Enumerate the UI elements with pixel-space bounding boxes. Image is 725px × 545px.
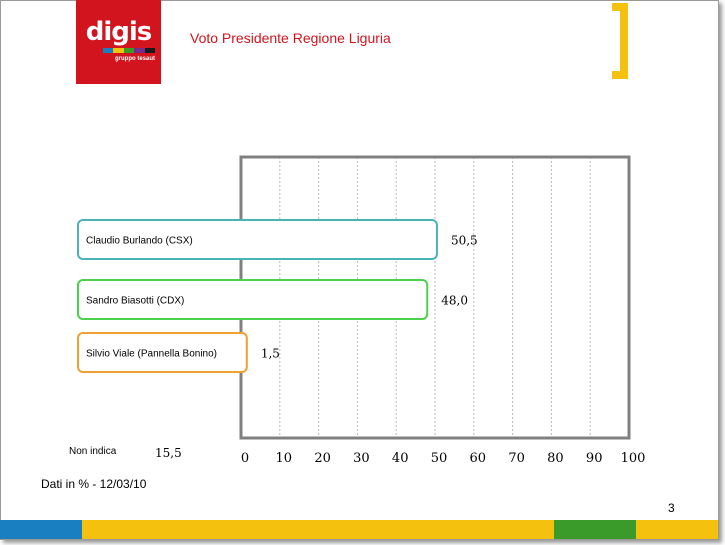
logo-stripes [103,48,156,53]
non-indica-value: 15,5 [155,446,182,460]
x-tick-label: 70 [508,451,525,466]
bar-category-label: Silvio Viale (Pannella Bonino) [86,349,217,360]
bar-category-label: Claudio Burlando (CSX) [86,236,193,247]
bar-value-label: 50,5 [451,234,478,248]
x-tick-label: 40 [392,451,409,466]
bottom-bar-segment [636,520,718,539]
bar-value-label: 48,0 [441,294,468,308]
non-indica-label: Non indica [69,446,117,457]
bracket-decoration [612,3,628,79]
page-number: 3 [668,501,675,515]
bottom-bar-segment [82,520,554,539]
logo-subtext: gruppo tesaut [115,56,155,62]
footnote: Dati in % - 12/03/10 [41,477,147,491]
x-tick-label: 60 [470,451,487,466]
x-tick-label: 100 [621,451,646,466]
bar-value-label: 1,5 [261,347,280,361]
bottom-color-bar [0,520,718,539]
x-tick-label: 10 [276,451,293,466]
bar-category-label: Sandro Biasotti (CDX) [86,296,184,307]
bar [77,279,429,320]
logo-word: digis [85,17,153,47]
bottom-bar-segment [554,520,636,539]
digis-logo: digis gruppo tesaut [76,0,161,84]
bar [77,332,248,373]
x-tick-label: 90 [586,451,603,466]
x-tick-label: 30 [353,451,370,466]
x-tick-label: 20 [314,451,331,466]
x-tick-label: 0 [241,451,249,466]
bar [77,219,438,260]
page-title: Voto Presidente Regione Liguria [190,30,391,46]
x-tick-label: 50 [431,451,448,466]
bottom-bar-segment [0,520,82,539]
x-tick-label: 80 [547,451,564,466]
